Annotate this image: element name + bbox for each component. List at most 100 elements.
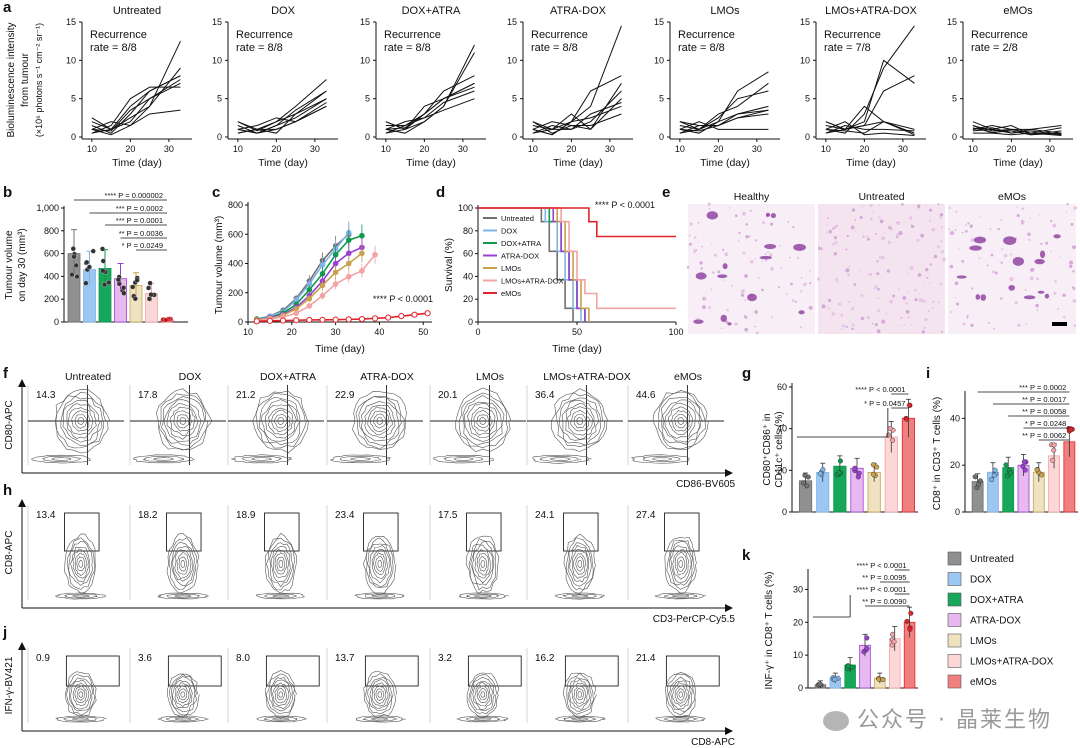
- panel_j-gate-value-1: 3.6: [138, 653, 152, 664]
- e-texture: [979, 216, 982, 218]
- panel_j-contour: [456, 715, 509, 723]
- c-point: [424, 310, 431, 317]
- panel_j-contour: [377, 691, 382, 698]
- panel_f-contour: [352, 391, 407, 450]
- panel_f-x-arrowhead: [725, 469, 733, 477]
- e-texture: [1038, 214, 1041, 216]
- e-texture: [886, 269, 891, 273]
- panel_j-contour: [171, 676, 196, 713]
- a-ytick-label: 15: [507, 17, 517, 27]
- panel_h-contour: [364, 593, 396, 599]
- panel_h-contour: [68, 540, 93, 586]
- panel_h-contour: [265, 532, 298, 594]
- panel_h-contour: [573, 553, 587, 575]
- panel-letter-j: j: [2, 624, 7, 641]
- e-texture: [1073, 324, 1077, 327]
- e-texture: [755, 239, 758, 242]
- e-texture: [918, 298, 923, 303]
- panel_k-sig-label: ** P = 0.0090: [862, 597, 906, 606]
- e-texture: [1072, 299, 1077, 303]
- panel_g-dot: [885, 432, 891, 438]
- panel_f-plot-3: ATRA-DOX 22.9: [326, 371, 423, 465]
- panel_f-contour: [54, 391, 106, 449]
- panel_f-contour: [277, 417, 285, 425]
- panel_j-contour: [563, 716, 597, 722]
- e-texture: [958, 248, 960, 250]
- c-ytick-label: 0: [238, 317, 243, 327]
- a-ytick-label: 15: [212, 17, 222, 27]
- panel_h-ylabel: CD8-APC: [4, 531, 15, 575]
- e-texture: [827, 298, 832, 303]
- a-xtick-label: 10: [675, 144, 685, 154]
- panel_k-sig-label: ** P = 0.0095: [862, 573, 906, 582]
- e-texture: [828, 229, 832, 234]
- panel_h-gate-value-4: 17.5: [438, 510, 458, 521]
- panel_h-gate: [363, 512, 399, 552]
- e-texture: [827, 307, 830, 310]
- panel_j-y-arrowhead: [18, 642, 26, 650]
- panel_g-dot: [800, 480, 806, 486]
- e-texture: [800, 290, 803, 293]
- panel_j-contour: [176, 685, 190, 704]
- legend-label-1: DOX: [970, 575, 992, 586]
- panel_f-contour: [60, 396, 103, 447]
- e-texture: [847, 273, 851, 277]
- panel_j-gate: [467, 655, 522, 687]
- e-stained-structure: [764, 244, 777, 250]
- e-texture: [697, 317, 699, 320]
- panel_h-contour: [670, 545, 692, 583]
- panel_h-contour: [678, 559, 684, 569]
- panel_f-contour: [42, 455, 82, 462]
- panel_h-contour: [55, 592, 106, 600]
- b-dot: [121, 285, 127, 291]
- a-ytick-label: 5: [805, 94, 810, 104]
- panel_h-gate: [466, 512, 502, 552]
- e-texture: [1052, 223, 1057, 228]
- a-ytick-label: 10: [66, 55, 76, 65]
- panel_h-contour: [367, 543, 392, 588]
- a-xlabel: Time (day): [112, 157, 162, 169]
- e-texture: [941, 257, 946, 262]
- e-texture: [748, 235, 751, 238]
- c-point: [411, 311, 418, 318]
- legend-swatch-3: [947, 613, 962, 627]
- e-texture: [809, 282, 812, 285]
- panel_f-contour: [576, 417, 584, 425]
- e-texture: [755, 331, 759, 335]
- panel_k-dot: [904, 618, 910, 624]
- e-texture: [722, 279, 724, 281]
- a-xtick-label: 10: [968, 144, 978, 154]
- e-texture: [850, 225, 855, 230]
- panel_h-gate-value-0: 13.4: [36, 510, 56, 521]
- panel_i-dot: [975, 481, 981, 487]
- a-trajectory: [91, 86, 181, 134]
- d-ytick-label: 80: [463, 226, 473, 236]
- c-xtick-label: 30: [331, 327, 341, 337]
- e-image-1: [816, 203, 946, 334]
- e-texture: [921, 330, 925, 334]
- a-xtick-label: 20: [1006, 144, 1016, 154]
- e-stained-structure: [980, 294, 987, 301]
- a-xtick-label: 30: [1045, 144, 1055, 154]
- e-texture: [833, 236, 838, 240]
- panel_j-gate-value-0: 0.9: [36, 653, 50, 664]
- e-texture: [1027, 232, 1031, 236]
- e-texture: [925, 267, 929, 272]
- panel_j-contour: [570, 717, 589, 721]
- e-texture: [726, 308, 729, 312]
- panel-letter-h: h: [3, 482, 12, 499]
- a-xtick-label: 10: [87, 144, 97, 154]
- panel_j-contour: [465, 716, 501, 722]
- e-texture: [860, 316, 865, 321]
- panel_j-contour: [265, 673, 296, 715]
- c-point: [345, 273, 352, 280]
- e-texture: [799, 326, 802, 329]
- panel_i-dot: [992, 467, 998, 473]
- e-texture: [834, 241, 838, 245]
- d-xtick-label: 100: [668, 327, 683, 337]
- panel_g-dot: [817, 471, 823, 477]
- panel_h-contour: [465, 535, 499, 595]
- e-texture: [887, 240, 892, 245]
- panel_f-contour: [350, 457, 372, 461]
- e-texture: [826, 232, 828, 234]
